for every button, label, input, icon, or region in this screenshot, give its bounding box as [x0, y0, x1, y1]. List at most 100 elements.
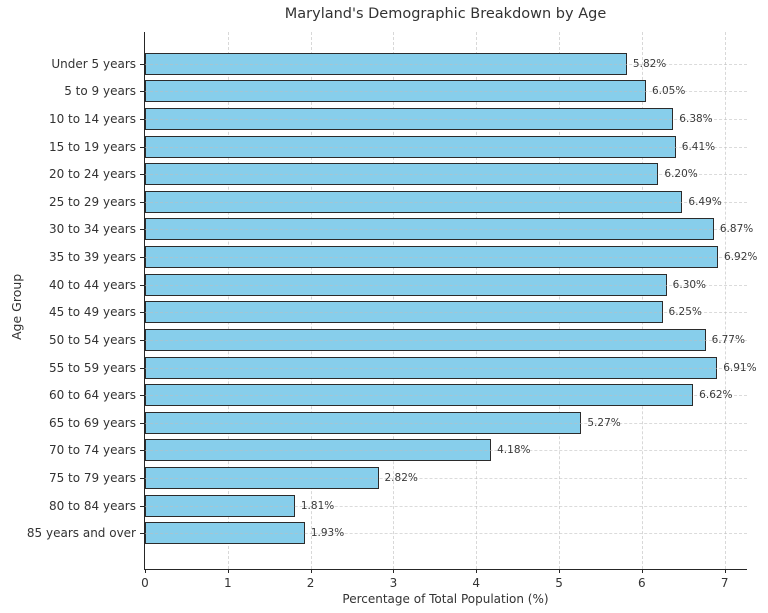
category-label: 45 to 49 years — [48, 305, 136, 320]
category-label: 20 to 24 years — [48, 167, 136, 182]
bar-value-label: 6.30% — [672, 278, 707, 291]
chart-title: Maryland's Demographic Breakdown by Age — [284, 6, 607, 22]
bar — [145, 80, 646, 103]
y-tick-mark — [140, 450, 145, 452]
x-axis-label: Percentage of Total Population (%) — [342, 592, 549, 606]
bar-row: 35 to 39 years 6.92% — [49, 243, 757, 271]
category-label: 5 to 9 years — [64, 84, 136, 99]
y-tick-mark — [140, 63, 145, 65]
bar — [145, 135, 676, 158]
bar-rows: Under 5 years 5.82% 5 to 9 years 6.05% 10 to… — [27, 32, 757, 569]
bar-row: 60 to 64 years 6.62% — [49, 381, 747, 409]
category-label: 85 years and over — [26, 526, 136, 541]
x-tick-label: 1 — [223, 576, 232, 590]
vertical-gridline — [476, 32, 478, 569]
bar-value-label: 6.25% — [668, 306, 702, 319]
bar-value-label: 5.82% — [632, 57, 667, 70]
bar — [145, 439, 492, 462]
bar — [145, 301, 663, 324]
category-label: 50 to 54 years — [48, 332, 136, 347]
category-label: 10 to 14 years — [48, 112, 136, 127]
y-tick-mark — [140, 533, 145, 535]
bar-row: 30 to 34 years 6.87% — [49, 216, 753, 244]
x-tick-label: 7 — [720, 576, 729, 590]
bar — [145, 466, 379, 489]
category-label: 70 to 74 years — [48, 443, 136, 458]
bar-value-label: 6.77% — [711, 333, 745, 346]
y-tick-mark — [140, 395, 145, 397]
x-tick-mark — [393, 569, 395, 573]
vertical-gridline — [724, 32, 726, 569]
y-tick-mark — [140, 505, 145, 507]
bar-row: 65 to 69 years 5.27% — [49, 409, 747, 437]
bar-row: 75 to 79 years 2.82% — [49, 464, 747, 492]
vertical-gridline — [393, 32, 395, 569]
bar-value-label: 6.87% — [719, 223, 754, 236]
bar-row: 70 to 74 years 4.18% — [49, 437, 747, 465]
bar — [145, 522, 305, 545]
bar-value-label: 4.18% — [497, 444, 531, 457]
bar — [145, 328, 706, 351]
category-label: 65 to 69 years — [48, 415, 136, 430]
y-tick-mark — [140, 284, 145, 286]
bar-value-label: 6.38% — [679, 113, 713, 126]
x-tick-label: 6 — [638, 576, 646, 590]
y-tick-mark — [140, 174, 145, 176]
category-label: 55 to 59 years — [48, 360, 136, 375]
bar — [145, 411, 582, 434]
x-tick-mark — [476, 569, 478, 573]
bar-row: 15 to 19 years 6.41% — [49, 133, 747, 161]
bar-row: 5 to 9 years 6.05% — [64, 78, 747, 106]
bar-row: 80 to 84 years 1.81% — [49, 492, 747, 520]
bar-value-label: 6.20% — [664, 168, 698, 181]
bar — [145, 190, 683, 213]
bar-value-label: 2.82% — [384, 471, 418, 484]
bar-row: 40 to 44 years 6.30% — [49, 271, 747, 299]
y-tick-mark — [140, 339, 145, 341]
y-tick-mark — [140, 477, 145, 479]
y-tick-mark — [140, 367, 145, 369]
category-label: 75 to 79 years — [48, 470, 136, 485]
category-label: 15 to 19 years — [48, 139, 136, 154]
x-tick-mark — [227, 569, 229, 573]
category-label: 80 to 84 years — [48, 498, 136, 513]
vertical-gridline — [227, 32, 229, 569]
bar — [145, 246, 719, 269]
bar — [145, 384, 694, 407]
x-tick-label: 2 — [306, 576, 315, 590]
y-tick-mark — [140, 201, 145, 203]
bar — [145, 52, 627, 75]
x-tick-label: 4 — [472, 576, 481, 590]
y-tick-mark — [140, 146, 145, 148]
bar-value-label: 6.41% — [681, 140, 716, 153]
bar — [145, 273, 667, 296]
x-tick-label: 3 — [389, 576, 398, 590]
vertical-gridline — [641, 32, 643, 569]
y-tick-mark — [140, 257, 145, 259]
bar-value-label: 1.81% — [300, 499, 335, 512]
x-tick-mark — [641, 569, 643, 573]
x-tick-mark — [310, 569, 312, 573]
category-label: 25 to 29 years — [48, 194, 136, 209]
category-label: Under 5 years — [51, 56, 136, 71]
bar-row: 50 to 54 years 6.77% — [49, 326, 747, 354]
y-tick-mark — [140, 229, 145, 231]
y-tick-mark — [140, 119, 145, 121]
bar-row: 55 to 59 years 6.91% — [49, 354, 757, 382]
vertical-gridline — [559, 32, 561, 569]
bar — [145, 218, 714, 241]
category-label: 30 to 34 years — [48, 222, 136, 237]
bar-row: 85 years and over 1.93% — [27, 519, 747, 547]
bar — [145, 356, 718, 379]
x-tick-label: 0 — [141, 576, 149, 590]
y-axis-label: Age Group — [9, 273, 24, 340]
bar-value-label: 6.49% — [688, 195, 722, 208]
y-tick-mark — [140, 312, 145, 314]
y-tick-mark — [140, 422, 145, 424]
category-label: 60 to 64 years — [48, 388, 136, 403]
bar-value-label: 1.93% — [310, 527, 345, 540]
bar-value-label: 6.92% — [724, 251, 758, 264]
category-label: 40 to 44 years — [48, 277, 136, 292]
plot-area: Under 5 years 5.82% 5 to 9 years 6.05% 10 to… — [27, 32, 757, 590]
